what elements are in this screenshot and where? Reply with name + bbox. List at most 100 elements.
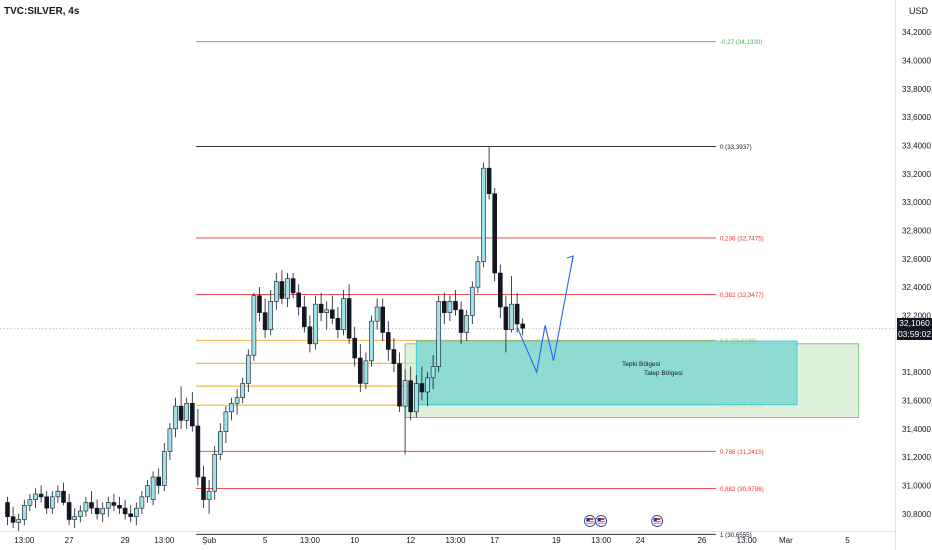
event-icons (583, 515, 664, 527)
candle (145, 479, 150, 503)
candle-body (509, 303, 514, 330)
projection-path (516, 255, 574, 375)
candle (481, 162, 486, 268)
zone-label-reaction: Tepki Bölgesi (622, 361, 660, 368)
time-tick-label: 5 (845, 536, 850, 545)
price-tick-label: 31,0000 (902, 482, 931, 491)
candle (173, 397, 178, 438)
flag-stripe (653, 520, 661, 522)
candle-body (380, 306, 386, 333)
candle-body (352, 337, 358, 359)
candle-body (83, 502, 89, 512)
candle-body (27, 499, 33, 506)
candle (38, 485, 44, 503)
candle (492, 188, 498, 282)
candle (61, 482, 66, 506)
candle-body (273, 281, 279, 302)
candle (66, 494, 72, 526)
projection-arrowhead (566, 255, 574, 263)
candle-body (385, 332, 391, 350)
price-tick-label: 32,6000 (902, 255, 931, 264)
candle (453, 290, 458, 316)
price-axis[interactable]: 34,2000 34,0000 33,8000 33,6000 33,4000 33,20… (895, 0, 932, 550)
candle-body (44, 496, 50, 509)
price-tick-label: 33,2000 (902, 170, 931, 179)
candle (430, 355, 436, 390)
price-tick-label: 30,8000 (902, 510, 931, 519)
candle-body (106, 502, 111, 509)
candle (408, 366, 414, 421)
candle-body (111, 502, 117, 506)
candle (458, 301, 464, 344)
candle-body (313, 303, 318, 345)
candle (413, 375, 419, 418)
price-tick-label: 31,2000 (902, 453, 931, 462)
candle (5, 496, 10, 526)
candle-body (503, 306, 509, 330)
candle (106, 496, 111, 517)
candle-body (33, 493, 38, 500)
candle-body (285, 278, 290, 299)
candle-body (341, 298, 346, 330)
candle (229, 397, 234, 421)
candle-body (206, 490, 212, 500)
candle-body (10, 516, 16, 523)
candle-body (335, 318, 341, 330)
fib-label: -0,27 (34,1330) (720, 39, 762, 46)
candle-body (156, 476, 161, 486)
fib-label: 1 (30,6555) (720, 532, 752, 539)
candle-body (469, 286, 475, 316)
candle (503, 295, 509, 353)
candle-body (201, 476, 206, 500)
candle-body (139, 496, 145, 509)
demand-zones: Tepki Bölgesi Talep Bölgesi (404, 340, 860, 418)
candle (290, 273, 296, 299)
time-tick-label: 24 (636, 536, 645, 545)
time-tick-label: 12 (406, 536, 415, 545)
candle (509, 275, 514, 333)
candle (436, 295, 442, 373)
time-tick-label: 27 (65, 536, 74, 545)
candle (156, 468, 161, 494)
price-tick-label: 32,8000 (902, 227, 931, 236)
time-tick-label: 29 (121, 536, 130, 545)
candle-body (413, 383, 419, 413)
candle (285, 273, 290, 307)
candle-body (195, 425, 201, 478)
us-flag-icon (583, 515, 596, 527)
candle-body (441, 301, 447, 313)
time-tick-label: 13:00 (737, 536, 758, 545)
candle-body (346, 298, 352, 339)
candle (83, 496, 89, 517)
candle (111, 494, 117, 511)
candle-body (262, 312, 268, 330)
us-flag-icon (651, 515, 664, 527)
time-axis[interactable]: 13:00 27 29 13:00 Şub 5 13:00 10 12 13:00 17 19 13:0… (0, 531, 895, 546)
candle (78, 505, 83, 523)
candle-body (290, 278, 296, 294)
candle (301, 295, 307, 333)
candle (397, 352, 402, 412)
candle (469, 281, 475, 324)
flag-stripe (597, 520, 605, 522)
zone-label-demand: Talep Bölgesi (644, 370, 683, 377)
candle-body (318, 303, 324, 313)
candle (72, 508, 77, 528)
candle-body (5, 502, 10, 517)
candle-body (134, 507, 139, 517)
time-tick-label: 17 (490, 536, 499, 545)
candle (167, 423, 173, 460)
candle (16, 513, 22, 531)
candle (464, 309, 470, 341)
flag-canton (586, 518, 590, 521)
fib-label: 0,786 (31,2415) (720, 449, 764, 456)
time-tick-label: 19 (552, 536, 561, 545)
zone-box (415, 340, 798, 406)
candle (335, 307, 341, 339)
candle-body (122, 507, 128, 515)
candle-body (514, 303, 520, 325)
candle (391, 338, 397, 373)
candle (44, 491, 50, 514)
price-tick-label: 31,8000 (902, 368, 931, 377)
